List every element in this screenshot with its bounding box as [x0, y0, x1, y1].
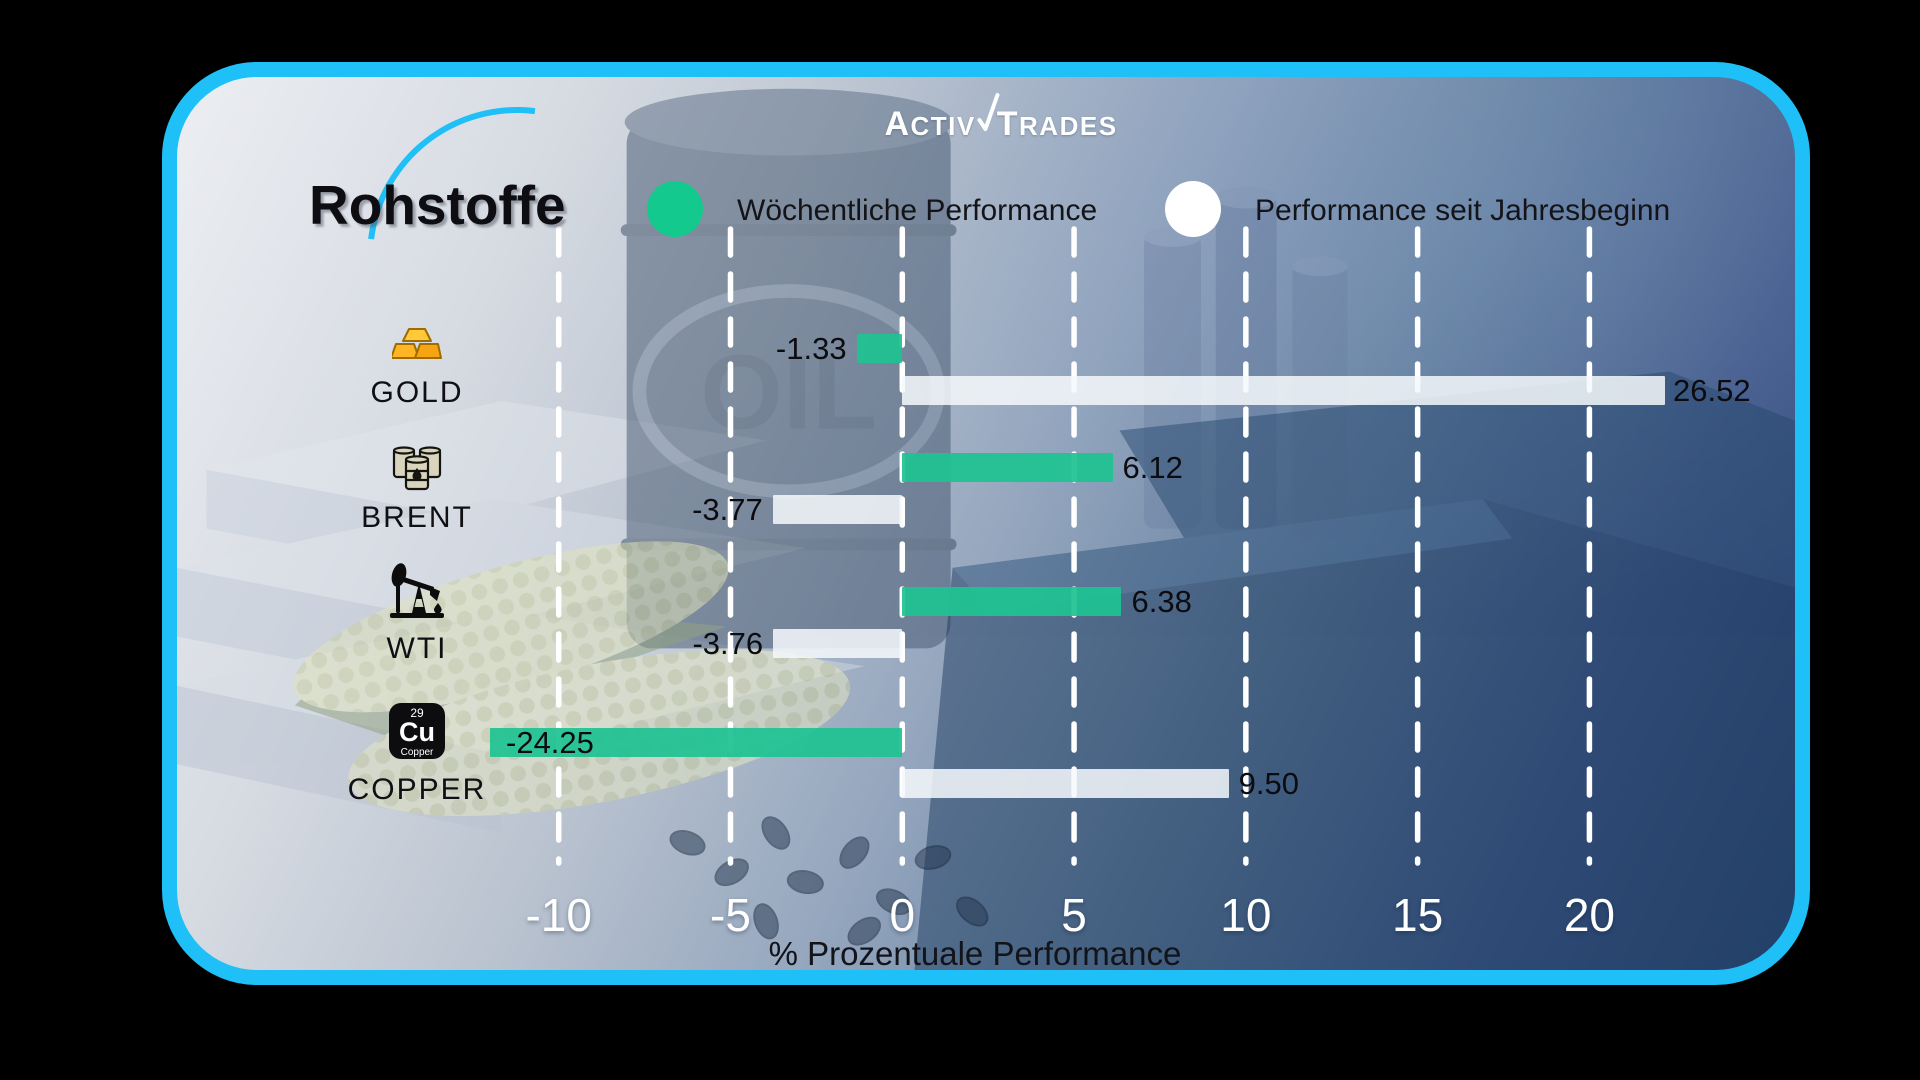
bar-weekly-brent	[902, 453, 1113, 482]
page-title: Rohstoffe	[309, 174, 566, 236]
row-label-wti: WTI	[386, 632, 448, 665]
weekly-legend-label: Wöchentliche Performance	[737, 194, 1098, 227]
gold-bars-icon	[392, 328, 442, 359]
row-label-gold: GOLD	[370, 376, 464, 409]
bar-ytd-brent	[772, 495, 903, 524]
value-label-weekly-gold: -1.33	[775, 331, 847, 366]
x-tick-label-10: 10	[1220, 889, 1272, 941]
bar-ytd-copper	[902, 769, 1229, 798]
x-tick-label-0: 0	[889, 889, 916, 941]
oil-barrels-icon	[392, 446, 442, 491]
ytd-legend-dot-icon	[1165, 181, 1221, 237]
x-tick-label-20: 20	[1563, 889, 1615, 941]
value-label-ytd-gold: 26.52	[1673, 373, 1751, 408]
value-label-ytd-wti: -3.76	[692, 626, 764, 661]
value-label-ytd-brent: -3.77	[692, 492, 763, 527]
bar-ytd-wti	[773, 629, 903, 658]
x-axis-title: % Prozentuale Performance	[768, 935, 1182, 972]
row-label-copper: COPPER	[347, 773, 487, 806]
value-label-weekly-brent: 6.12	[1122, 450, 1183, 485]
x-tick-label--5: -5	[710, 889, 751, 941]
bar-chart-plot-area: -10 -5 0 5 10 15 20 -1.33 6.12 6.38 -24.25 26.52 -3.…	[490, 225, 1751, 941]
value-label-weekly-copper: -24.25	[506, 725, 594, 760]
bar-weekly-gold	[856, 334, 903, 363]
value-label-weekly-wti: 6.38	[1131, 584, 1192, 619]
x-tick-label-5: 5	[1061, 889, 1087, 941]
commodities-performance-card: OIL	[162, 62, 1810, 985]
oil-pumpjack-icon	[390, 563, 444, 618]
value-label-ytd-copper: 9.50	[1238, 766, 1299, 801]
logo-text: A	[884, 105, 911, 143]
row-label-brent: BRENT	[361, 501, 473, 534]
bar-ytd-gold	[902, 376, 1665, 405]
x-tick-label--10: -10	[525, 889, 592, 941]
activtrades-logo: A CTIV T RADES	[884, 93, 1117, 144]
x-tick-label-15: 15	[1392, 889, 1444, 941]
ytd-legend-label: Performance seit Jahresbeginn	[1255, 194, 1671, 227]
bar-weekly-wti	[902, 587, 1122, 616]
weekly-legend-dot-icon	[647, 181, 703, 237]
copper-element-icon: 29 Cu Copper	[389, 703, 445, 759]
logo-check-icon	[977, 93, 1000, 131]
